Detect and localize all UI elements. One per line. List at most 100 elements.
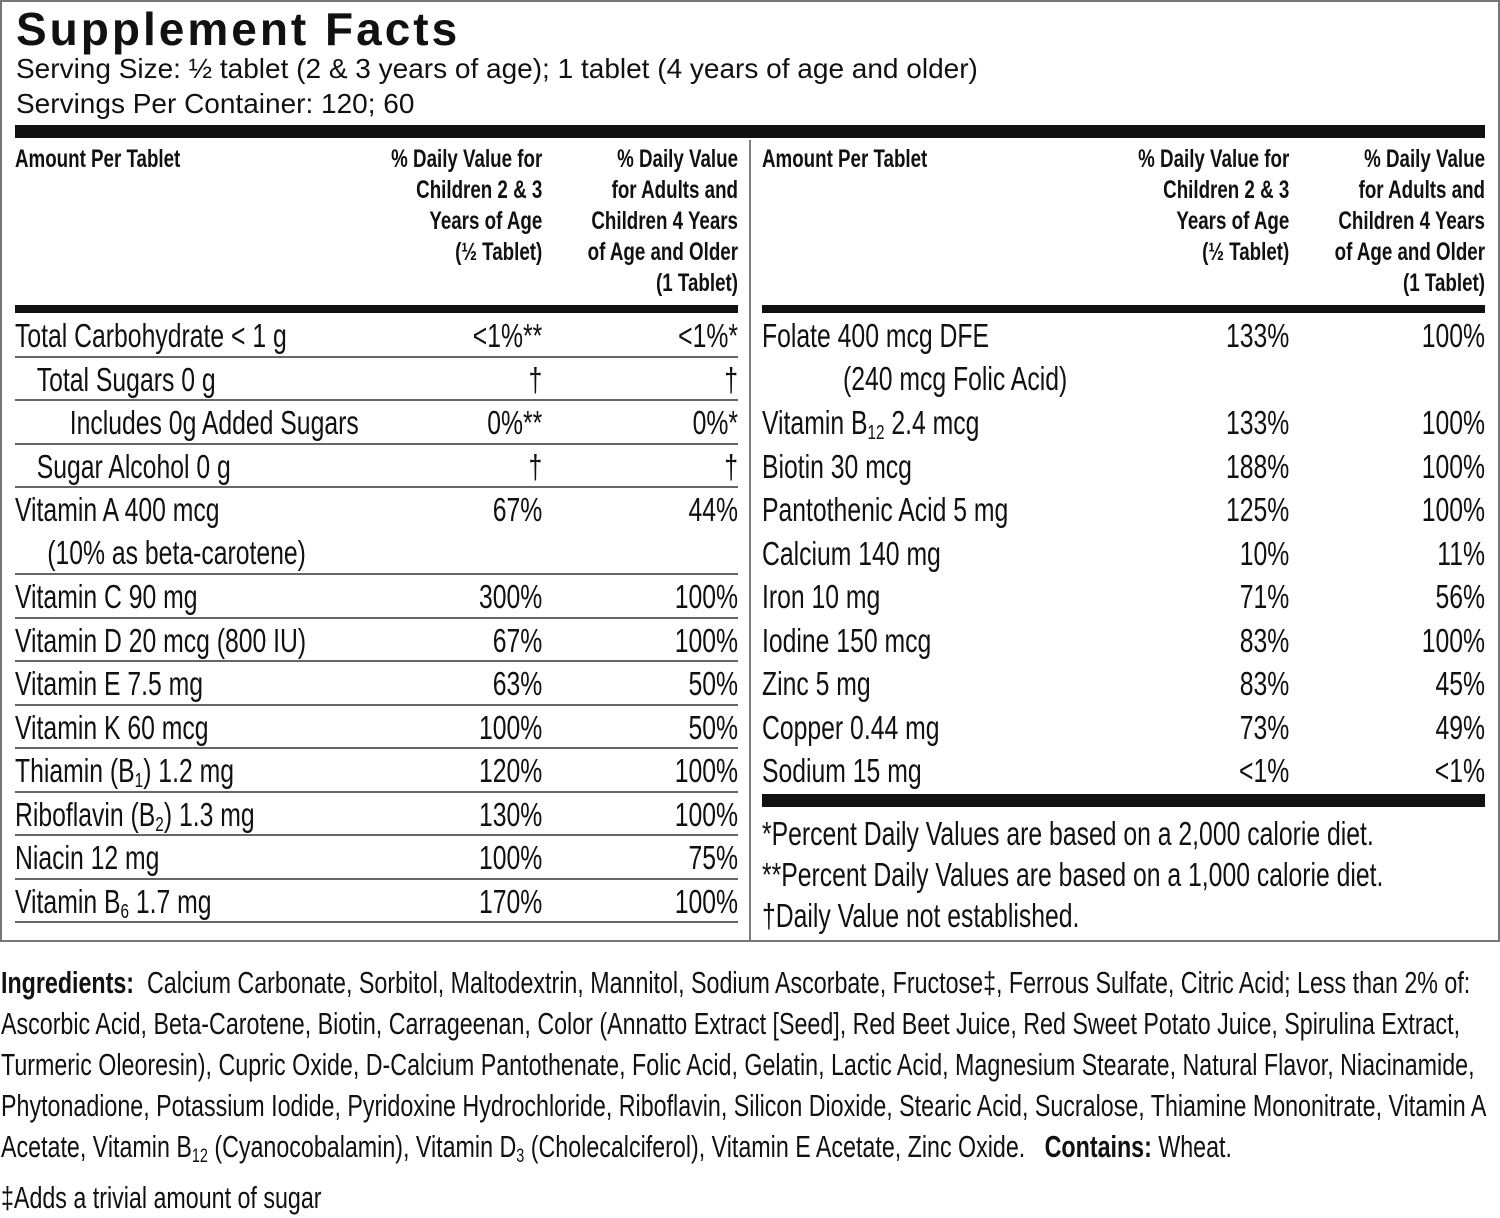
- thick-rule: [762, 305, 1485, 313]
- nutrient-row: Total Sugars 0 g † †: [15, 358, 738, 401]
- dv-adults: 50%: [688, 708, 738, 746]
- dv-adults: †: [724, 447, 738, 485]
- dv-children: †: [528, 447, 543, 485]
- nutrient-label: Thiamin (B1) 1.2 mg: [15, 749, 234, 802]
- nutrient-row: Copper 0.44 mg 73% 49%: [762, 706, 1485, 750]
- text-part: Riboflavin (B: [15, 795, 156, 833]
- dv-adults: 100%: [674, 621, 738, 659]
- nutrient-label: Biotin 30 mcg: [762, 445, 912, 488]
- footnote: **Percent Daily Values are based on a 1,…: [762, 855, 1384, 893]
- dv-children: <1%: [1239, 752, 1290, 789]
- text-part: (Cyanocobalamin), Vitamin D: [207, 1129, 517, 1164]
- column-header: % Daily Value for Adults and Children 4 Ye…: [588, 144, 738, 299]
- nutrient-row: Folate 400 mcg DFE (240 mcg Folic Acid) 13…: [762, 314, 1485, 401]
- text-part: Total Carbohydrate < 1 g: [15, 317, 287, 354]
- nutrient-label: Vitamin D 20 mcg (800 IU): [15, 619, 306, 662]
- header-line: of Age and Older: [587, 238, 738, 266]
- nutrient-label: Vitamin A 400 mcg: [15, 488, 220, 531]
- dv-adults: 100%: [674, 795, 738, 833]
- header-line: % Daily Value for: [1138, 145, 1290, 173]
- nutrient-row: Includes 0g Added Sugars 0%** 0%*: [15, 401, 738, 445]
- ingredients-paragraph: Ingredients: Calcium Carbonate, Sorbitol…: [1, 962, 1499, 1177]
- text-part: ) 1.3 mg: [163, 795, 255, 833]
- text-part: Zinc 5 mg: [762, 665, 871, 702]
- text-part: Thiamin (B: [15, 752, 135, 789]
- text-part: Biotin 30 mcg: [762, 447, 912, 485]
- nutrient-label: Copper 0.44 mg: [762, 706, 939, 749]
- header-line: (1 Tablet): [656, 269, 738, 297]
- nutrient-row: Niacin 12 mg 100% 75%: [15, 836, 738, 880]
- text-part: 2.4 mcg: [884, 404, 980, 441]
- dv-children: 10%: [1239, 534, 1290, 572]
- right-column: Amount Per Tablet % Daily Value for Childr…: [762, 140, 1485, 940]
- contains-text: Wheat.: [1158, 1129, 1232, 1164]
- text-part: Sugar Alcohol 0 g: [36, 447, 231, 485]
- nutrient-row: Pantothenic Acid 5 mg 125% 100%: [762, 488, 1485, 532]
- text-part: (Cholecalciferol), Vitamin E Acetate, Zi…: [524, 1129, 1026, 1164]
- header-line: Children 4 Years: [591, 207, 738, 235]
- spacer: [134, 965, 147, 1000]
- dv-children: 0%**: [487, 404, 543, 441]
- text-part: Vitamin C 90 mg: [15, 578, 198, 615]
- footnote: *Percent Daily Values are based on a 2,0…: [762, 814, 1374, 852]
- header-line: Children 2 & 3: [416, 176, 543, 204]
- text-part: Vitamin D 20 mcg (800 IU): [15, 621, 307, 659]
- dv-children: 125%: [1225, 491, 1290, 528]
- dv-adults: 75%: [688, 839, 738, 876]
- text-part: Niacin 12 mg: [15, 839, 160, 876]
- footnote: †Daily Value not established.: [762, 896, 1080, 934]
- text-part: Vitamin B: [762, 404, 868, 441]
- nutrient-row: Vitamin D 20 mcg (800 IU) 67% 100%: [15, 619, 738, 662]
- nutrient-label: Vitamin C 90 mg: [15, 575, 197, 618]
- dv-children: 120%: [478, 752, 543, 789]
- spacer: [1025, 1129, 1044, 1164]
- dv-adults: 45%: [1435, 665, 1485, 702]
- nutrient-label: Calcium 140 mg: [762, 532, 941, 575]
- nutrient-label: Sugar Alcohol 0 g: [37, 445, 231, 488]
- nutrient-row: Zinc 5 mg 83% 45%: [762, 662, 1485, 706]
- title: Supplement Facts: [16, 3, 461, 55]
- text-part: Vitamin K 60 mcg: [15, 708, 209, 746]
- text-part: Calcium 140 mg: [762, 534, 941, 572]
- servings-per-container: Servings Per Container: 120; 60: [16, 88, 415, 119]
- dv-adults: 56%: [1435, 578, 1485, 615]
- dv-adults: 100%: [1421, 317, 1485, 354]
- nutrient-row: Vitamin A 400 mcg (10% as beta-carotene) 6…: [15, 488, 738, 575]
- dv-adults: 100%: [674, 752, 738, 789]
- header-line: Years of Age: [429, 207, 543, 235]
- text-part: Sodium 15 mg: [762, 752, 922, 789]
- dv-adults: 100%: [1421, 447, 1485, 485]
- header-line: Children 4 Years: [1338, 207, 1485, 235]
- header-line: Amount Per Tablet: [762, 145, 928, 173]
- dv-children: 63%: [492, 665, 543, 702]
- thick-rule: [15, 125, 1485, 138]
- nutrient-label: Total Sugars 0 g: [37, 358, 216, 401]
- ingredients-footnote: ‡Adds a trivial amount of sugar: [1, 1179, 322, 1215]
- dv-children: 170%: [478, 882, 543, 920]
- dv-adults: 100%: [1421, 404, 1485, 441]
- dv-adults: 100%: [1421, 621, 1485, 659]
- nutrient-note: (240 mcg Folic Acid): [843, 360, 1068, 397]
- header-line: for Adults and: [1358, 176, 1485, 204]
- header-line: % Daily Value: [617, 145, 738, 173]
- dv-adults: 100%: [1421, 491, 1485, 528]
- dv-adults: 49%: [1435, 708, 1485, 746]
- subscript: 12: [867, 421, 885, 445]
- text-part: Pantothenic Acid 5 mg: [762, 491, 1009, 528]
- nutrient-label: Vitamin E 7.5 mg: [15, 662, 203, 705]
- nutrient-row: Thiamin (B1) 1.2 mg 120% 100%: [15, 749, 738, 793]
- nutrient-row: Vitamin K 60 mcg 100% 50%: [15, 706, 738, 749]
- header-line: Years of Age: [1176, 207, 1290, 235]
- nutrient-row: Iron 10 mg 71% 56%: [762, 575, 1485, 619]
- dv-children: <1%**: [472, 317, 543, 354]
- nutrient-label: Total Carbohydrate < 1 g: [15, 314, 287, 357]
- nutrient-label: Vitamin K 60 mcg: [15, 706, 209, 749]
- header-line: % Daily Value: [1364, 145, 1485, 173]
- nutrient-row: Vitamin B6 1.7 mg 170% 100%: [15, 880, 738, 923]
- nutrient-label: Zinc 5 mg: [762, 662, 871, 705]
- nutrient-row: Vitamin B12 2.4 mcg 133% 100%: [762, 401, 1485, 445]
- nutrient-row: Sodium 15 mg <1% <1%: [762, 749, 1485, 793]
- nutrient-row: Sugar Alcohol 0 g † †: [15, 445, 738, 488]
- dv-adults: 44%: [688, 491, 738, 528]
- text-part: 1.7 mg: [129, 882, 212, 920]
